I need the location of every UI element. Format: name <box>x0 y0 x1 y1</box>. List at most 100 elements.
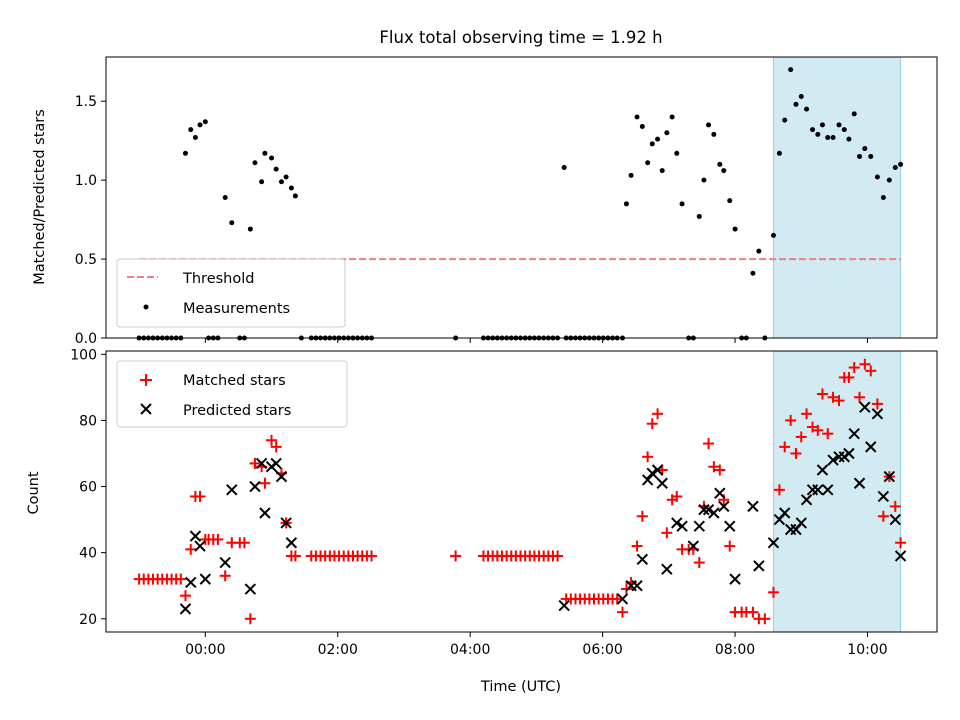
measurement-point <box>819 122 825 128</box>
matched-star-point <box>266 434 278 446</box>
predicted-star-stroke-b <box>753 560 765 572</box>
predicted-star-point <box>179 603 192 615</box>
matched-star-point <box>194 490 206 502</box>
predicted-star-point <box>889 513 901 526</box>
predicted-star-stroke-b <box>871 408 884 420</box>
matched-star-point <box>366 550 378 562</box>
bottom-x-tick-label: 06:00 <box>582 642 622 658</box>
bottom-shaded-region <box>773 350 901 633</box>
predicted-star-point <box>843 447 855 460</box>
predicted-star-point <box>714 487 726 499</box>
bottom-panel: 20 40 60 80 100 00:00 02:00 04:00 06:00 08:00 10:… <box>26 347 938 695</box>
predicted-star-point <box>859 401 871 413</box>
predicted-star-stroke-b <box>661 563 673 575</box>
predicted-star-point <box>646 467 658 480</box>
matched-star-point <box>795 431 807 443</box>
matched-star-point <box>779 441 791 453</box>
predicted-star-stroke-b <box>194 540 206 552</box>
measurement-point <box>561 165 567 171</box>
matched-star-point <box>289 550 301 562</box>
predicted-star-stroke-b <box>714 487 726 499</box>
bottom-x-tick-label: 08:00 <box>715 642 755 658</box>
measurement-point <box>776 150 782 156</box>
x-axis-label: Time (UTC) <box>480 679 561 695</box>
measurement-point <box>880 195 886 200</box>
measurement-point <box>679 201 685 207</box>
top-y-tick-label: 1.0 <box>75 173 97 189</box>
measurement-point <box>229 220 235 226</box>
predicted-star-point <box>651 464 664 476</box>
measurement-point <box>798 93 804 99</box>
matched-star-point <box>877 510 889 522</box>
matched-star-point <box>703 438 715 450</box>
measurement-point <box>262 150 268 156</box>
predicted-star-stroke-b <box>729 573 741 585</box>
top-legend-box <box>116 258 346 328</box>
measurements-legend-swatch <box>143 304 149 310</box>
measurement-point <box>655 136 661 142</box>
matched-star-point <box>249 457 261 469</box>
predicted-star-point <box>194 540 206 552</box>
matched-star-point <box>450 550 462 562</box>
measurement-point <box>851 111 857 117</box>
matched-star-point <box>854 391 866 403</box>
bottom-x-tick-label: 10:00 <box>847 642 887 658</box>
measurement-point <box>717 161 723 167</box>
predicted-star-point <box>656 477 668 489</box>
matched-star-point <box>767 586 779 598</box>
measurement-point <box>192 135 198 141</box>
top-y-axis-label: Matched/Predicted stars <box>32 109 48 285</box>
predicted-legend-label: Predicted stars <box>183 403 291 419</box>
predicted-star-point <box>877 490 890 503</box>
matched-star-point <box>244 613 256 625</box>
measurement-point <box>639 123 645 129</box>
predicted-star-point <box>883 470 896 483</box>
matched-star-point <box>816 388 828 400</box>
predicted-star-point <box>275 470 288 483</box>
predicted-star-point <box>778 507 791 519</box>
measurement-point <box>706 122 712 128</box>
matched-star-point <box>859 358 871 370</box>
bottom-y-ticks: 20 40 60 80 100 <box>70 347 106 628</box>
matched-star-point <box>822 428 834 440</box>
measurement-point <box>202 119 208 125</box>
predicted-star-stroke-b <box>219 556 231 569</box>
matched-star-point <box>646 418 658 430</box>
predicted-star-stroke-b <box>702 503 715 516</box>
measurement-point <box>810 127 816 133</box>
predicted-legend-swatch <box>140 403 152 415</box>
predicted-star-stroke-b <box>275 470 288 483</box>
predicted-star-stroke-b <box>894 550 907 562</box>
predicted-star-point <box>718 500 730 513</box>
predicted-star-stroke-b <box>270 457 282 470</box>
bottom-y-axis-label: Count <box>26 471 42 514</box>
predicted-star-stroke-b <box>656 477 668 489</box>
matched-star-point <box>773 484 785 496</box>
measurement-point <box>659 168 665 174</box>
predicted-star-stroke-b <box>718 500 730 513</box>
matched-star-point <box>724 540 736 552</box>
predicted-star-point <box>698 503 710 516</box>
predicted-star-point <box>631 580 643 592</box>
top-y-tick-label: 1.5 <box>75 94 97 110</box>
predicted-star-point <box>636 553 649 565</box>
predicted-star-stroke-b <box>244 583 257 595</box>
predicted-star-point <box>558 599 570 612</box>
predicted-star-point <box>724 520 736 532</box>
bottom-y-tick-label: 20 <box>79 612 97 628</box>
predicted-star-stroke-b <box>259 507 271 519</box>
measurement-point <box>825 135 831 141</box>
predicted-star-stroke-b <box>199 573 212 585</box>
predicted-star-point <box>661 563 673 575</box>
measurement-point <box>874 174 880 180</box>
predicted-star-stroke-b <box>827 454 839 466</box>
matched-star-point <box>812 424 824 436</box>
measurement-point <box>649 141 655 147</box>
predicted-star-stroke-b <box>285 537 298 549</box>
measurement-point <box>182 150 188 156</box>
top-panel: 0.0 0.5 1.0 1.5 Matched/Predicted stars Thr… <box>32 56 938 347</box>
predicted-star-stroke-b <box>859 401 871 413</box>
predicted-star-stroke-b <box>189 530 202 542</box>
measurement-point <box>628 172 634 178</box>
predicted-star-point <box>853 477 866 489</box>
